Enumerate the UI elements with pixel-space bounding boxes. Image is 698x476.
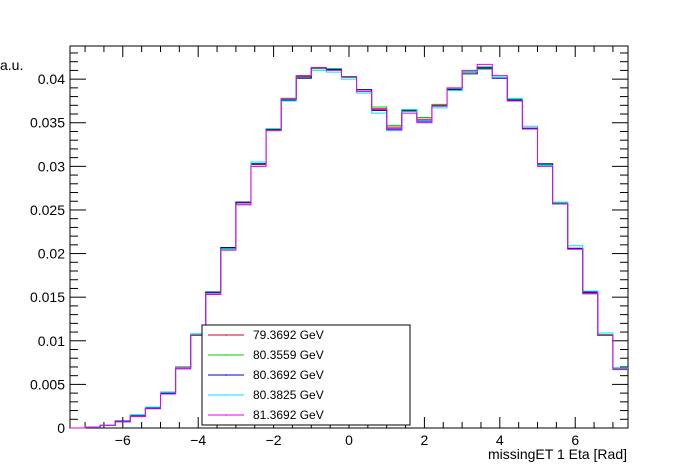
y-tick-label: 0 [57, 420, 65, 436]
legend-label: 80.3559 GeV [253, 348, 324, 362]
legend-marker [225, 354, 227, 356]
series-group [70, 63, 628, 429]
y-tick-label: 0.025 [30, 202, 65, 218]
y-tick-label: 0.04 [38, 71, 65, 87]
y-tick-label: 0.01 [38, 333, 65, 349]
legend-label: 81.3692 GeV [253, 408, 324, 422]
x-tick-label: −2 [266, 432, 282, 448]
series-line-4 [70, 69, 628, 429]
x-tick-label: 4 [496, 432, 504, 448]
y-tick-label: 0.035 [30, 115, 65, 131]
x-tick-label: 0 [345, 432, 353, 448]
x-tick-label: −4 [190, 432, 206, 448]
legend-marker [225, 394, 227, 396]
y-axis-label: a.u. [0, 57, 23, 73]
y-axis: 0 0.005 0.01 0.015 0.02 0.025 0.03 0.035 0.04 [30, 52, 628, 436]
series-line-5 [70, 63, 628, 429]
y-tick-label: 0.02 [38, 246, 65, 262]
legend-label: 80.3692 GeV [253, 368, 324, 382]
x-axis: −6 −4 −2 0 2 4 6 [84, 46, 614, 448]
legend: 79.3692 GeV 80.3559 GeV 80.3692 GeV 80.3825… [201, 324, 411, 426]
legend-marker [225, 374, 227, 376]
legend-marker [225, 334, 227, 336]
y-tick-label: 0.005 [30, 376, 65, 392]
y-tick-label: 0.015 [30, 289, 65, 305]
x-axis-label: missingET 1 Eta [Rad] [488, 446, 627, 462]
legend-label: 80.3825 GeV [253, 388, 324, 402]
x-tick-label: 6 [571, 432, 579, 448]
legend-label: 79.3692 GeV [253, 328, 324, 342]
y-tick-label: 0.03 [38, 158, 65, 174]
legend-marker [225, 414, 227, 416]
x-tick-label: 2 [421, 432, 429, 448]
x-tick-label: −6 [115, 432, 131, 448]
